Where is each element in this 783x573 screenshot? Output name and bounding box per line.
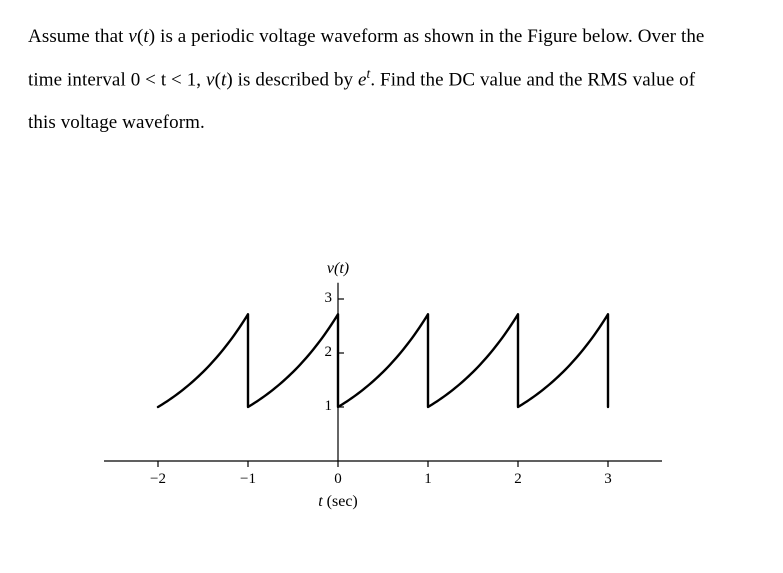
text: Assume that [28,26,128,47]
y-tick-3: 3 [316,290,332,307]
x-tick--1: −1 [233,471,263,488]
text: ) is a periodic voltage waveform as show… [149,26,705,47]
page: Assume that v(t) is a periodic voltage w… [0,0,783,521]
x-tick-3: 3 [593,471,623,488]
text: this voltage waveform. [28,112,205,133]
var-v: v [206,69,215,90]
x-axis-label: t (sec) [308,493,368,511]
y-tick-1: 1 [316,398,332,415]
x-tick-2: 2 [503,471,533,488]
var-v: v [128,26,137,47]
figure: v(t) 1 2 3 −2 −1 0 1 2 3 t (sec) [28,151,755,521]
text: ) is described by [226,69,358,90]
text: time interval 0 < t < 1, [28,69,206,90]
y-axis-label: v(t) [318,260,358,278]
x-tick--2: −2 [143,471,173,488]
y-tick-2: 2 [316,344,332,361]
problem-text: Assume that v(t) is a periodic voltage w… [28,16,755,145]
waveform-plot [28,151,755,521]
x-tick-0: 0 [323,471,353,488]
x-tick-1: 1 [413,471,443,488]
text: . Find the DC value and the RMS value of [370,69,695,90]
var-e: e [358,69,367,90]
